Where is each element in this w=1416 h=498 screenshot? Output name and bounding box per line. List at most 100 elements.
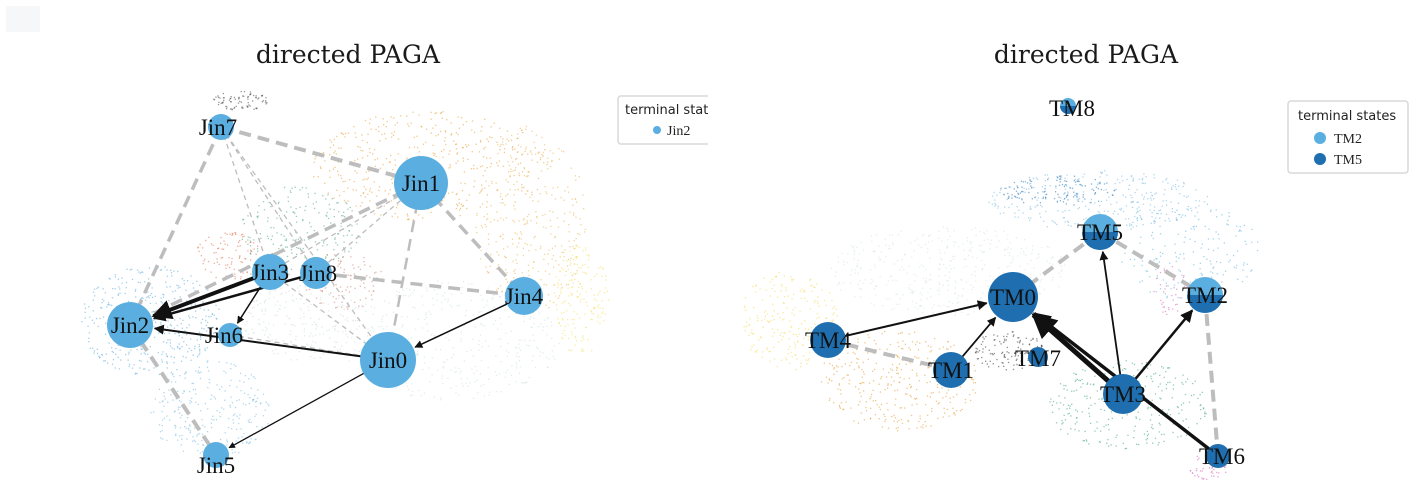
scatter-cell bbox=[860, 267, 862, 269]
scatter-cell bbox=[290, 359, 292, 361]
scatter-cell bbox=[924, 280, 926, 282]
scatter-cell bbox=[974, 392, 976, 394]
scatter-cell bbox=[1223, 242, 1225, 244]
scatter-cell bbox=[197, 443, 199, 445]
scatter-cell bbox=[895, 293, 897, 295]
scatter-cell bbox=[1175, 260, 1177, 263]
scatter-cell bbox=[1104, 373, 1106, 375]
scatter-cell bbox=[476, 214, 478, 217]
scatter-cell bbox=[557, 318, 559, 320]
scatter-cell bbox=[839, 389, 842, 391]
scatter-cell bbox=[505, 349, 508, 352]
scatter-cell bbox=[1164, 293, 1166, 295]
scatter-cell bbox=[1098, 440, 1101, 443]
scatter-cell bbox=[1103, 183, 1106, 185]
scatter-cell bbox=[857, 422, 860, 424]
scatter-cell bbox=[507, 281, 509, 283]
scatter-cell bbox=[963, 266, 965, 269]
scatter-cell bbox=[465, 309, 468, 312]
scatter-cell bbox=[513, 270, 515, 273]
scatter-cell bbox=[486, 300, 488, 302]
scatter-cell bbox=[210, 422, 213, 424]
scatter-cell bbox=[485, 304, 488, 306]
scatter-cell bbox=[1046, 246, 1048, 248]
scatter-cell bbox=[567, 318, 569, 321]
scatter-cell bbox=[570, 271, 572, 273]
scatter-cell bbox=[115, 347, 117, 350]
scatter-cell bbox=[1065, 385, 1067, 387]
scatter-cell bbox=[910, 386, 912, 389]
scatter-cell bbox=[202, 458, 204, 460]
scatter-cell bbox=[839, 406, 841, 408]
scatter-cell bbox=[916, 357, 918, 359]
scatter-cell bbox=[324, 288, 326, 290]
scatter-cell bbox=[112, 359, 115, 361]
scatter-cell bbox=[975, 234, 977, 236]
scatter-cell bbox=[1019, 192, 1022, 194]
scatter-cell bbox=[326, 254, 328, 256]
scatter-cell bbox=[516, 262, 518, 264]
scatter-cell bbox=[1030, 180, 1033, 183]
scatter-cell bbox=[546, 334, 548, 336]
scatter-cell bbox=[294, 212, 296, 214]
scatter-cell bbox=[1044, 188, 1046, 190]
scatter-cell bbox=[569, 260, 571, 262]
scatter-cell bbox=[333, 285, 335, 287]
scatter-cell bbox=[903, 269, 905, 271]
scatter-cell bbox=[1076, 196, 1078, 198]
scatter-cell bbox=[942, 397, 944, 399]
scatter-cell bbox=[432, 152, 434, 154]
scatter-cell bbox=[296, 253, 298, 255]
scatter-cell bbox=[241, 106, 243, 108]
scatter-cell bbox=[526, 243, 528, 246]
scatter-cell bbox=[319, 333, 321, 335]
scatter-cell bbox=[959, 386, 961, 388]
scatter-cell bbox=[111, 304, 113, 306]
scatter-cell bbox=[268, 298, 270, 300]
scatter-cell bbox=[803, 289, 806, 291]
scatter-cell bbox=[1015, 359, 1017, 361]
scatter-cell bbox=[470, 168, 472, 170]
scatter-cell bbox=[543, 258, 545, 261]
scatter-cell bbox=[499, 149, 501, 151]
scatter-cell bbox=[1081, 226, 1083, 228]
scatter-cell bbox=[526, 190, 528, 192]
scatter-cell bbox=[771, 315, 774, 317]
scatter-cell bbox=[180, 401, 182, 403]
scatter-cell bbox=[1026, 352, 1028, 354]
scatter-cell bbox=[480, 323, 482, 325]
scatter-cell bbox=[213, 314, 215, 316]
scatter-cell bbox=[486, 157, 488, 159]
scatter-cell bbox=[519, 366, 522, 368]
scatter-cell bbox=[837, 261, 839, 263]
scatter-cell bbox=[775, 275, 777, 278]
scatter-cell bbox=[212, 415, 214, 417]
scatter-cell bbox=[366, 141, 368, 144]
scatter-cell bbox=[586, 304, 589, 307]
scatter-cell bbox=[1210, 271, 1212, 273]
scatter-cell bbox=[955, 241, 957, 244]
scatter-cell bbox=[240, 276, 242, 278]
scatter-cell bbox=[472, 355, 474, 357]
scatter-cell bbox=[1072, 196, 1075, 198]
scatter-cell bbox=[888, 248, 890, 250]
scatter-cell bbox=[936, 386, 939, 389]
scatter-cell bbox=[1078, 180, 1080, 183]
scatter-cell bbox=[771, 335, 774, 337]
scatter-cell bbox=[818, 316, 820, 318]
scatter-cell bbox=[1223, 466, 1226, 468]
scatter-cell bbox=[1172, 185, 1174, 187]
scatter-cell bbox=[885, 376, 888, 378]
scatter-cell bbox=[168, 389, 170, 391]
scatter-cell bbox=[743, 326, 745, 328]
scatter-cell bbox=[225, 105, 227, 108]
scatter-cell bbox=[1154, 221, 1156, 223]
scatter-cell bbox=[1147, 198, 1149, 200]
scatter-cell bbox=[372, 290, 374, 292]
scatter-cell bbox=[265, 326, 267, 328]
scatter-cell bbox=[189, 391, 191, 393]
scatter-cell bbox=[363, 282, 365, 284]
scatter-cell bbox=[508, 351, 510, 353]
scatter-cell bbox=[272, 324, 275, 326]
scatter-cell bbox=[312, 340, 314, 343]
